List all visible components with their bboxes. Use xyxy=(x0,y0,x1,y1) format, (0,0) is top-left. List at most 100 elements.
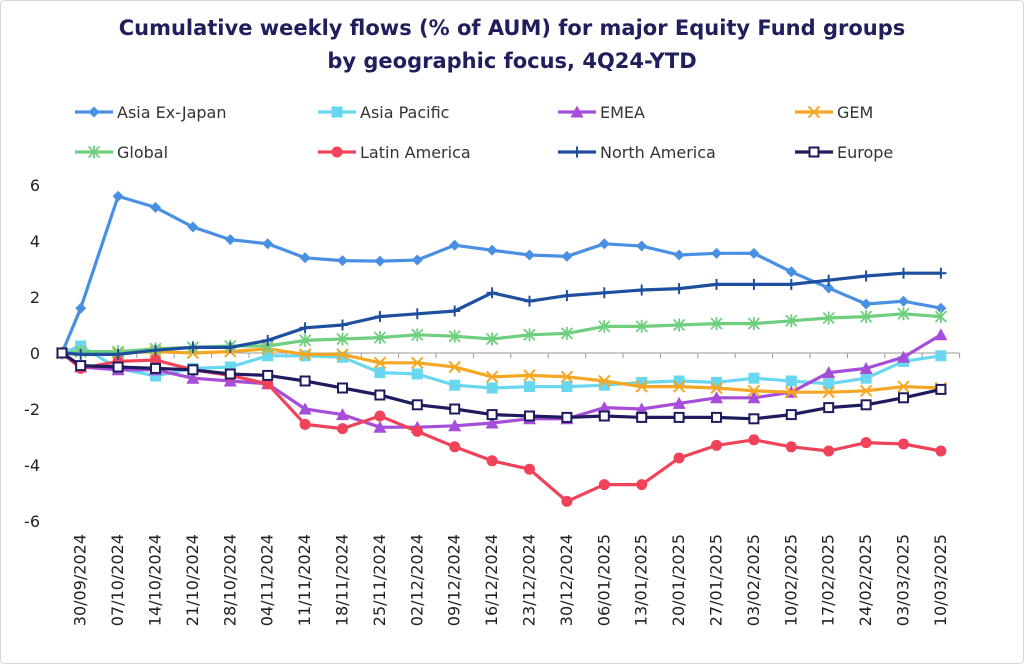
legend-item-europe: Europe xyxy=(795,143,893,162)
x-tick-label: 03/02/2025 xyxy=(744,534,763,626)
data-point xyxy=(337,255,348,267)
data-point xyxy=(710,381,723,395)
y-tick-label: 6 xyxy=(30,176,40,195)
data-point xyxy=(747,384,761,398)
legend-label: Latin America xyxy=(360,143,471,162)
data-point xyxy=(337,319,348,331)
data-point xyxy=(411,356,424,370)
data-point xyxy=(635,319,648,333)
data-point xyxy=(672,380,686,393)
data-point xyxy=(448,419,462,432)
data-point xyxy=(150,362,161,374)
data-point xyxy=(486,455,498,467)
x-tick-label: 13/01/2025 xyxy=(632,534,651,626)
data-point xyxy=(186,371,200,384)
data-point xyxy=(524,295,535,307)
data-point xyxy=(935,445,947,457)
x-tick-label: 30/09/2024 xyxy=(71,534,90,626)
series-asia-ex-japan xyxy=(56,190,947,359)
data-point xyxy=(823,274,835,286)
data-point xyxy=(336,408,349,421)
x-tick-label: 02/12/2024 xyxy=(407,534,426,626)
y-tick-label: 4 xyxy=(30,232,40,251)
data-point xyxy=(561,411,573,423)
data-point xyxy=(785,441,797,453)
data-point xyxy=(299,322,311,334)
data-point xyxy=(524,463,535,475)
data-point xyxy=(336,332,349,346)
data-point xyxy=(636,284,648,296)
legend-label: North America xyxy=(600,143,716,162)
legend-marker xyxy=(88,106,100,118)
data-point xyxy=(75,360,87,372)
data-point xyxy=(747,317,761,331)
data-point xyxy=(187,221,199,233)
data-point xyxy=(262,369,274,381)
data-point xyxy=(524,410,535,422)
data-point xyxy=(898,392,909,404)
x-tick-label: 04/11/2024 xyxy=(258,534,277,626)
data-point xyxy=(785,314,798,328)
data-point xyxy=(561,381,573,393)
data-point xyxy=(747,391,761,404)
data-point xyxy=(150,370,161,382)
data-point xyxy=(598,374,611,388)
data-point xyxy=(935,383,947,395)
data-point xyxy=(561,250,573,262)
y-tick-label: -2 xyxy=(24,400,40,419)
series-line-europe xyxy=(61,351,942,421)
x-tick-label: 21/10/2024 xyxy=(183,534,202,626)
data-point xyxy=(448,329,461,343)
data-point xyxy=(710,391,723,404)
data-point xyxy=(748,434,760,446)
data-point xyxy=(860,298,872,310)
data-point xyxy=(672,396,686,409)
x-tick-label: 03/03/2025 xyxy=(894,534,913,626)
chart-title: Cumulative weekly flows (% of AUM) for m… xyxy=(0,12,1024,78)
data-point xyxy=(748,372,760,384)
x-tick-label: 30/12/2024 xyxy=(557,534,576,626)
data-point xyxy=(748,413,760,425)
data-point xyxy=(636,479,648,491)
legend-item-north-america: North America xyxy=(558,143,716,162)
legend-item-global: Global xyxy=(75,143,168,162)
data-point xyxy=(711,247,722,259)
legend-label: Global xyxy=(117,143,168,162)
data-point xyxy=(486,244,498,256)
data-point xyxy=(560,326,574,340)
data-point xyxy=(262,238,274,250)
data-point xyxy=(597,401,611,414)
data-point xyxy=(710,317,723,331)
data-point xyxy=(897,307,910,321)
data-point xyxy=(598,479,610,491)
data-point xyxy=(224,368,236,380)
data-point xyxy=(150,344,161,356)
data-point xyxy=(262,378,274,390)
data-point xyxy=(898,267,909,279)
data-point xyxy=(598,410,610,422)
data-point xyxy=(449,441,461,453)
data-point xyxy=(411,425,423,437)
legend-label: Asia Ex-Japan xyxy=(117,103,226,122)
data-point xyxy=(299,252,311,264)
data-point xyxy=(935,302,947,314)
y-tick-label: -6 xyxy=(24,512,40,531)
data-point xyxy=(859,384,873,398)
data-point xyxy=(598,238,610,250)
series-north-america xyxy=(56,267,947,360)
data-point xyxy=(897,350,910,363)
x-tick-label: 23/12/2024 xyxy=(520,534,539,626)
x-tick-label: 17/02/2025 xyxy=(819,534,838,626)
data-point xyxy=(636,411,648,423)
data-point xyxy=(224,234,236,246)
y-tick-label: -4 xyxy=(24,456,40,475)
x-tick-label: 24/02/2025 xyxy=(856,534,875,626)
data-point xyxy=(524,249,535,261)
data-point xyxy=(561,290,573,302)
data-point xyxy=(374,311,386,323)
series-europe xyxy=(56,347,947,425)
data-point xyxy=(298,333,312,347)
legend-marker xyxy=(331,146,343,158)
legend-label: Europe xyxy=(837,143,893,162)
